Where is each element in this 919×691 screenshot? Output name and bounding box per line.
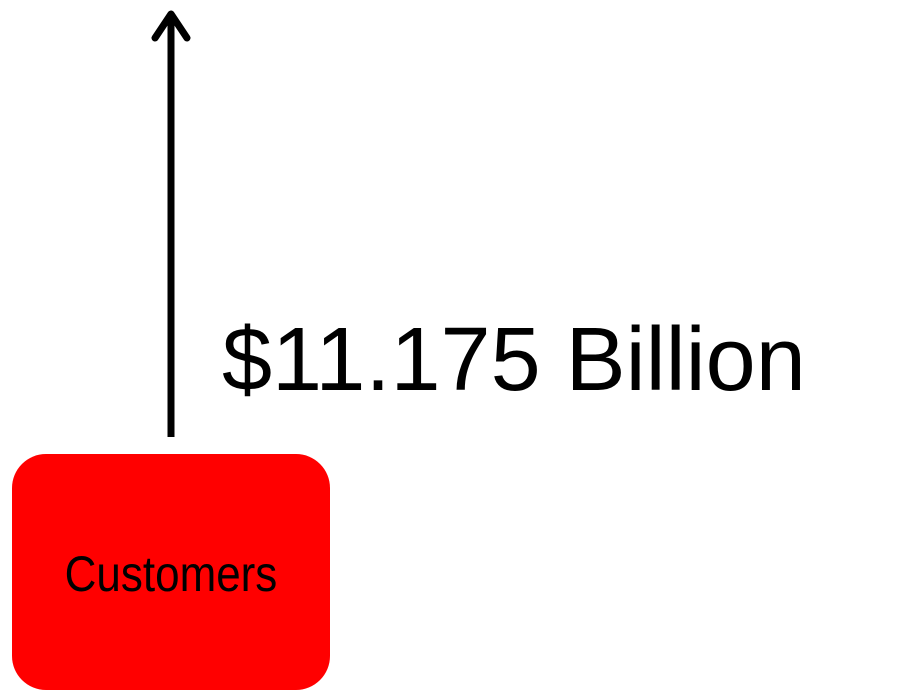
customers-box <box>12 454 330 690</box>
node-label: Customers <box>65 546 278 602</box>
amount-label: $11.175 Billion <box>222 310 806 410</box>
arrow-head <box>151 10 191 42</box>
